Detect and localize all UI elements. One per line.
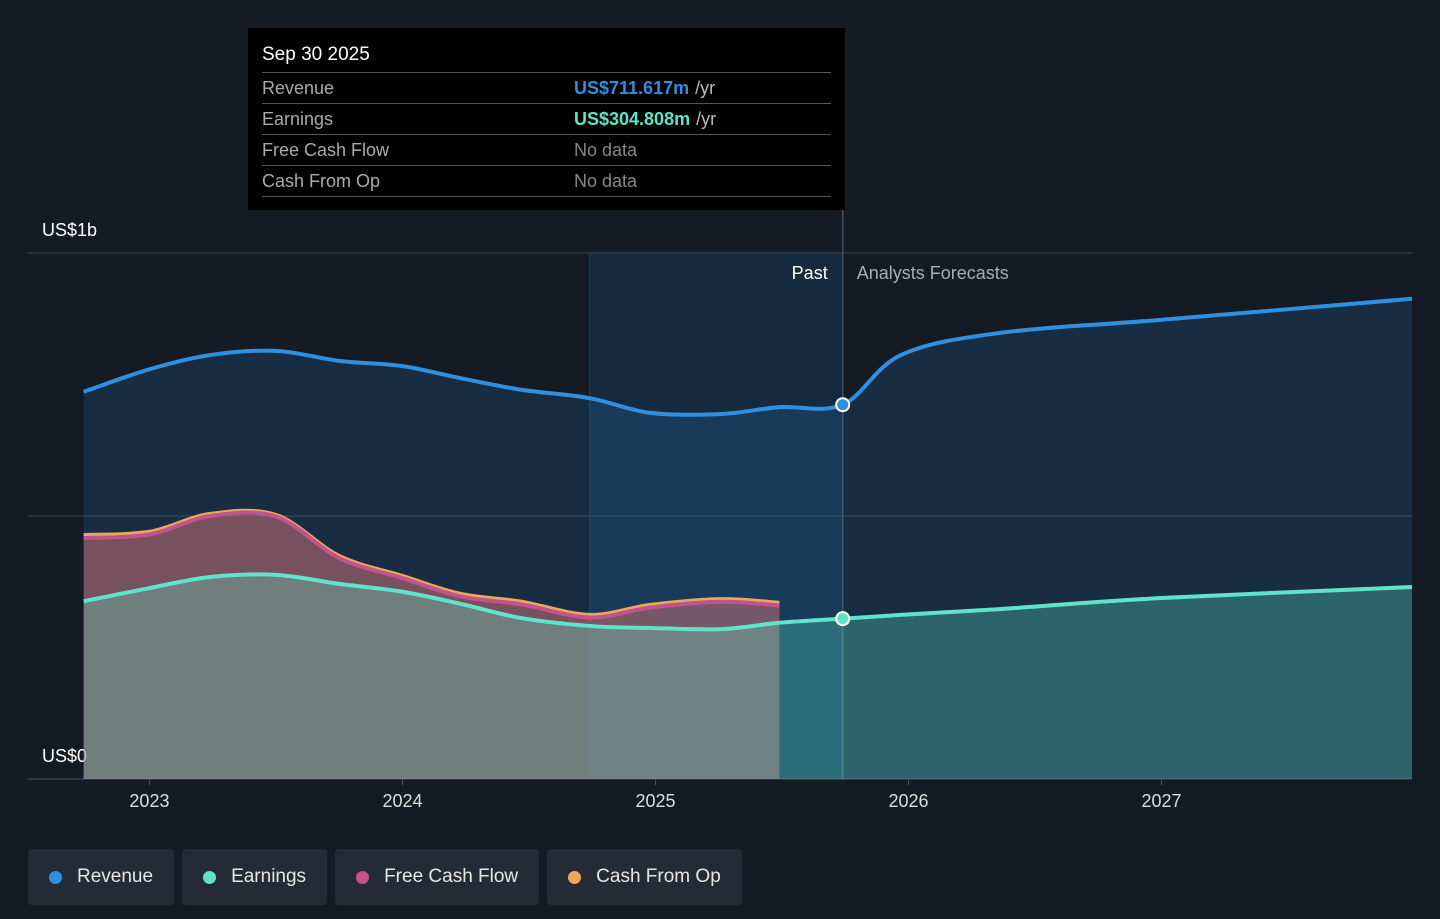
x-tick-label: 2027 (1141, 791, 1181, 811)
legend-item[interactable]: Cash From Op (547, 849, 742, 905)
forecast-label: Analysts Forecasts (857, 263, 1009, 283)
legend-label: Free Cash Flow (384, 866, 519, 887)
series-line (83, 572, 1413, 632)
tooltip-value: US$304.808m (574, 109, 691, 129)
legend-swatch (203, 870, 217, 884)
tooltip-unit: /yr (696, 109, 717, 129)
legend-swatch (568, 870, 582, 884)
series-line (83, 510, 780, 620)
legend-item[interactable]: Earnings (182, 849, 328, 905)
legend-swatch (356, 870, 370, 884)
legend-swatch (49, 870, 62, 884)
tooltip-value: US$711.617m (574, 78, 690, 98)
y-tick-label: US$1b (42, 220, 97, 240)
x-tick-label: 2025 (635, 791, 675, 811)
past-label: Past (792, 263, 828, 283)
area-fill (83, 512, 780, 779)
area-fill (83, 298, 1413, 779)
tooltip-row: Cash From Op No data (262, 166, 831, 197)
tooltip-label: Earnings (262, 109, 334, 129)
tooltip-value: No data (574, 171, 638, 191)
tooltip-row: Revenue US$711.617m/yr (262, 73, 831, 104)
tooltip-unit: /yr (695, 78, 716, 98)
area-fill (83, 510, 780, 779)
tooltip-label: Revenue (262, 78, 335, 98)
legend-label: Cash From Op (596, 866, 721, 887)
area-fill (83, 574, 1413, 779)
series-line (83, 296, 1413, 417)
tooltip-date: Sep 30 2025 (262, 42, 831, 73)
tooltip-value: No data (574, 140, 638, 160)
y-tick-label: US$0 (42, 746, 87, 766)
series-line (83, 508, 780, 617)
point-marker (835, 611, 851, 627)
legend: Revenue Earnings Free Cash Flow Cash From O… (28, 849, 742, 905)
legend-label: Earnings (231, 866, 307, 887)
tooltip-row: Free Cash Flow No data (262, 135, 831, 166)
x-tick-label: 2024 (382, 791, 422, 811)
tooltip: Sep 30 2025 Revenue US$711.617m/yr Earnings… (248, 28, 845, 210)
x-tick-label: 2026 (888, 791, 928, 811)
legend-label: Revenue (77, 866, 154, 887)
tooltip-label: Free Cash Flow (262, 140, 390, 160)
x-tick-label: 2023 (129, 791, 169, 811)
legend-item[interactable]: Free Cash Flow (335, 849, 540, 905)
legend-item[interactable]: Revenue (28, 849, 175, 905)
tooltip-label: Cash From Op (262, 171, 381, 191)
tooltip-row: Earnings US$304.808m/yr (262, 104, 831, 135)
point-marker (835, 397, 851, 413)
